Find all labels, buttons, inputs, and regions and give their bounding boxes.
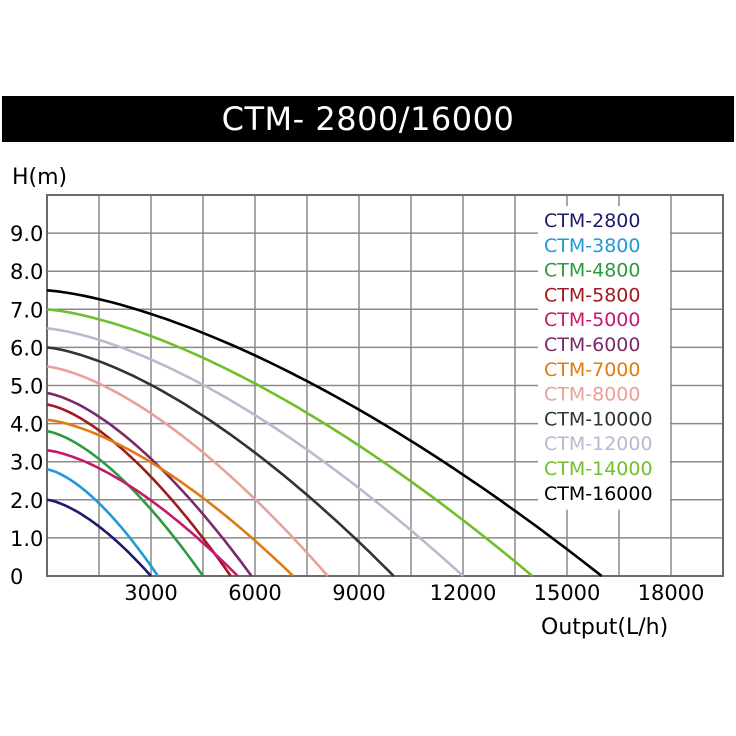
y-tick-label: 9.0 <box>10 222 43 246</box>
legend-entry: CTM-8000 <box>544 384 640 406</box>
legend-box <box>538 206 670 510</box>
legend-entry: CTM-7000 <box>544 359 640 381</box>
legend-entry: CTM-4800 <box>544 260 640 282</box>
x-tick-label: 6000 <box>228 581 281 605</box>
x-tick-label: 15000 <box>534 581 601 605</box>
legend-entry: CTM-12000 <box>544 433 653 455</box>
y-axis-label: H(m) <box>12 165 67 190</box>
y-tick-label: 8.0 <box>10 260 43 284</box>
tick-labels: 0 1.0 2.0 3.0 4.0 5.0 6.0 7.0 8.0 9.0 3000 6000 9000… <box>10 222 704 605</box>
chart-title-bar: CTM- 2800/16000 <box>2 96 734 142</box>
y-tick-label: 6.0 <box>10 336 43 360</box>
legend-entry: CTM-2800 <box>544 210 640 232</box>
x-tick-label: 12000 <box>430 581 497 605</box>
x-tick-label: 9000 <box>332 581 385 605</box>
y-tick-label: 2.0 <box>10 489 43 513</box>
curve-ctm-5800 <box>46 403 232 577</box>
legend-entry: CTM-10000 <box>544 408 653 430</box>
legend-entry: CTM-6000 <box>544 334 640 356</box>
y-tick-label: 5.0 <box>10 375 43 399</box>
y-tick-label: 3.0 <box>10 451 43 475</box>
x-axis-label: Output(L/h) <box>541 615 668 640</box>
y-tick-label: 7.0 <box>10 298 43 322</box>
legend-entry: CTM-5000 <box>544 309 640 331</box>
curve-ctm-12000 <box>46 327 464 577</box>
plot-border <box>46 194 724 577</box>
curve-ctm-8000 <box>46 365 329 577</box>
chart-title: CTM- 2800/16000 <box>221 100 515 138</box>
x-tick-label: 18000 <box>638 581 705 605</box>
curve-ctm-16000 <box>46 289 603 578</box>
curve-ctm-14000 <box>46 308 534 577</box>
curve-ctm-2800 <box>46 498 152 577</box>
curves <box>46 289 603 578</box>
curve-ctm-10000 <box>46 346 395 577</box>
curve-ctm-3800 <box>46 468 159 577</box>
y-tick-label: 4.0 <box>10 413 43 437</box>
legend-entry: CTM-14000 <box>544 458 653 480</box>
plot-frame <box>46 194 724 577</box>
curve-ctm-7000 <box>46 418 295 577</box>
curve-ctm-5000 <box>46 449 239 577</box>
legend-entry: CTM-16000 <box>544 483 653 505</box>
y-tick-label: 0 <box>10 565 23 589</box>
curve-ctm-6000 <box>46 391 253 577</box>
legend-entry: CTM-3800 <box>544 235 640 257</box>
legend-entry: CTM-5800 <box>544 284 640 306</box>
y-tick-label: 1.0 <box>10 527 43 551</box>
x-tick-label: 3000 <box>124 581 177 605</box>
